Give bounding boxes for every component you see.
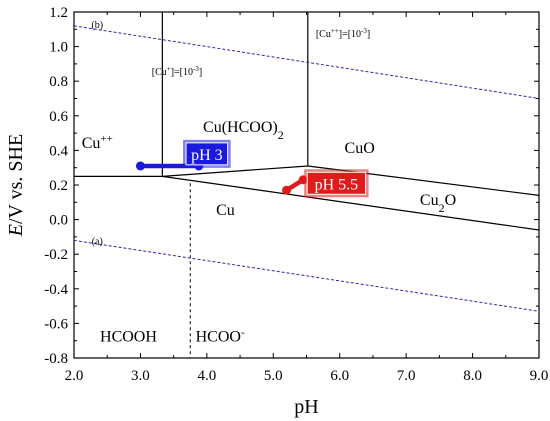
annotation-label: (b) bbox=[91, 20, 103, 31]
x-tick-label: 9.0 bbox=[530, 368, 549, 384]
x-tick-label: 2.0 bbox=[65, 368, 84, 384]
x-tick-label: 7.0 bbox=[397, 368, 416, 384]
boundary-line bbox=[73, 239, 540, 312]
annotation-label: [Cu++]=[10-3] bbox=[316, 27, 370, 40]
y-tick-label: -0.2 bbox=[44, 247, 68, 263]
y-tick-label: 0.2 bbox=[49, 178, 68, 194]
x-tick-label: 6.0 bbox=[330, 368, 349, 384]
y-tick-label: 0.0 bbox=[49, 213, 68, 229]
phase-boundaries bbox=[73, 12, 540, 358]
region-label: Cu(HCOO)2 bbox=[203, 119, 284, 142]
region-labels: Cu++ Cu(HCOO)2 CuO Cu2O Cu HCOOH HCOO- (b) (a) [C… bbox=[82, 20, 456, 345]
boundary-line bbox=[162, 165, 308, 177]
y-tick-label: -0.6 bbox=[44, 316, 68, 332]
x-tick-label: 4.0 bbox=[197, 368, 216, 384]
x-axis-label: pH bbox=[294, 396, 318, 418]
y-tick-label: 0.8 bbox=[49, 74, 68, 90]
callout-box bbox=[306, 171, 367, 195]
y-tick-label: -0.4 bbox=[44, 282, 68, 298]
y-tick-label: 0.6 bbox=[49, 109, 68, 125]
series-point bbox=[135, 161, 145, 171]
series-point bbox=[282, 185, 292, 195]
annotation-label: (a) bbox=[92, 236, 103, 247]
y-tick-label: -0.8 bbox=[44, 351, 68, 367]
region-label: Cu bbox=[216, 202, 235, 219]
axes: 2.0 3.0 4.0 5.0 6.0 7.0 8.0 9.0 -0.8 -0.6 -0.4 -0.2… bbox=[5, 5, 548, 418]
boundary-line bbox=[162, 175, 540, 231]
x-tick-label: 3.0 bbox=[131, 368, 150, 384]
y-tick-label: 1.2 bbox=[49, 5, 68, 21]
boundary-line bbox=[73, 25, 540, 99]
region-label: CuO bbox=[345, 140, 375, 157]
data-series: pH 3 pH 5.5 bbox=[135, 139, 369, 198]
x-tick-label: 8.0 bbox=[463, 368, 482, 384]
callout-label: pH 5.5 bbox=[315, 176, 359, 193]
region-label: Cu++ bbox=[82, 133, 113, 152]
y-tick-label: 0.4 bbox=[49, 143, 68, 159]
y-tick-label: 1.0 bbox=[49, 40, 68, 56]
x-tick-label: 5.0 bbox=[264, 368, 283, 384]
callout-box bbox=[185, 142, 229, 166]
annotation-label: [Cu+]=[10-3] bbox=[152, 65, 202, 78]
region-label: HCOOH bbox=[100, 329, 157, 346]
region-label: Cu2O bbox=[420, 192, 456, 215]
region-label: HCOO- bbox=[196, 327, 245, 346]
callout-label: pH 3 bbox=[191, 147, 223, 164]
y-axis-label: E/V vs. SHE bbox=[5, 134, 27, 237]
